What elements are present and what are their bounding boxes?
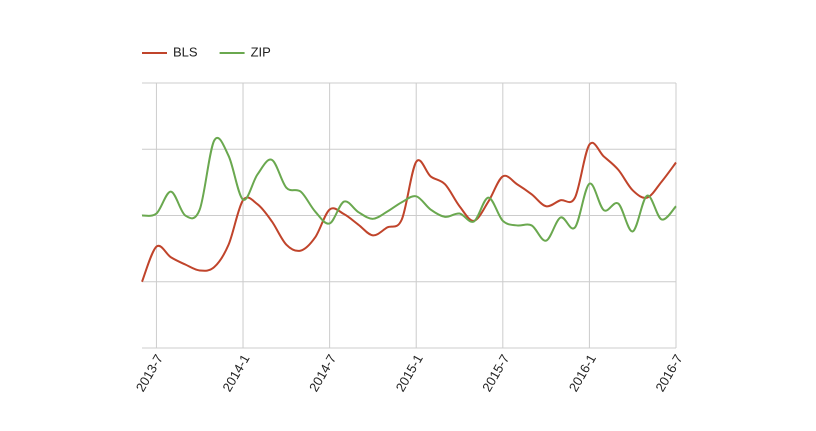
series-line (141, 136, 677, 242)
x-tick-label: 2014-7 (306, 352, 339, 395)
x-tick-label: 2013-7 (133, 352, 166, 395)
x-tick-label: 2014-1 (219, 352, 252, 395)
legend-label: ZIP (251, 44, 271, 59)
legend-label: BLS (173, 44, 198, 59)
x-tick-label: 2016-1 (566, 352, 599, 395)
series-line (141, 141, 677, 283)
x-tick-label: 2015-7 (479, 352, 512, 395)
x-tick-label: 2015-1 (393, 352, 426, 395)
x-tick-label: 2016-7 (652, 352, 685, 395)
